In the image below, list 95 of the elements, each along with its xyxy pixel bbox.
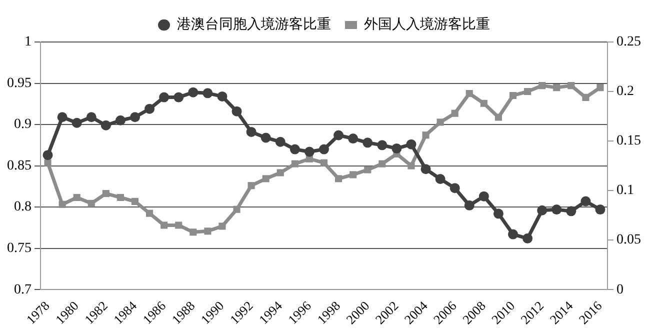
point: [566, 206, 576, 216]
point: [348, 134, 358, 144]
point: [130, 112, 140, 122]
point: [146, 210, 154, 217]
y2-tick-label: 0.2: [616, 84, 634, 100]
point: [232, 106, 242, 116]
point: [73, 194, 80, 202]
point: [275, 136, 286, 147]
point: [538, 82, 546, 90]
point: [392, 143, 402, 154]
point: [378, 160, 386, 168]
point: [350, 171, 357, 178]
point: [159, 92, 170, 102]
point: [304, 146, 314, 157]
point: [524, 88, 532, 96]
point: [478, 191, 489, 202]
point: [364, 166, 372, 174]
y2-tick-label: 0.25: [616, 34, 641, 50]
point: [464, 200, 474, 210]
point: [202, 88, 213, 98]
point: [88, 200, 95, 207]
point: [44, 159, 52, 166]
point: [568, 82, 575, 90]
point: [509, 92, 517, 100]
y2-tick-label: 0.05: [616, 232, 641, 248]
point: [58, 200, 66, 208]
point: [42, 150, 53, 160]
point: [408, 162, 415, 170]
x-tick-label: 1992: [226, 298, 256, 328]
point: [320, 159, 328, 166]
point: [144, 104, 155, 114]
point: [537, 205, 548, 216]
point: [100, 120, 111, 130]
point: [290, 144, 300, 154]
point: [262, 175, 270, 182]
point: [57, 112, 68, 122]
point: [188, 87, 198, 98]
point: [582, 94, 590, 101]
y2-tick-label: 0: [616, 282, 624, 298]
point: [435, 174, 446, 184]
x-tick-label: 1980: [52, 298, 82, 328]
point: [508, 229, 518, 240]
point: [86, 112, 96, 122]
point: [596, 84, 604, 92]
point: [204, 228, 212, 235]
point: [174, 92, 184, 102]
point: [553, 84, 560, 92]
point: [218, 222, 226, 230]
point: [102, 190, 110, 198]
point: [422, 132, 430, 139]
point: [319, 144, 329, 154]
legend-label: 港澳台同胞入境游客比重: [177, 16, 331, 33]
point: [217, 91, 228, 102]
y-tick-label: 1: [24, 34, 32, 50]
point: [175, 222, 182, 229]
point: [291, 160, 298, 168]
point: [580, 196, 591, 206]
point: [494, 114, 502, 121]
x-tick-label: 1982: [81, 298, 110, 328]
x-tick-label: 1990: [198, 298, 227, 328]
point: [362, 138, 373, 148]
point: [233, 206, 240, 213]
point: [72, 118, 82, 128]
point: [190, 228, 197, 236]
y-tick-label: 0.75: [7, 240, 32, 256]
legend-label: 外国人入境游客比重: [364, 16, 490, 33]
point: [450, 183, 460, 194]
point: [493, 208, 504, 219]
point: [522, 233, 533, 244]
point: [335, 175, 342, 182]
point: [406, 139, 416, 150]
point: [377, 140, 388, 150]
point: [552, 204, 562, 215]
point: [115, 115, 126, 126]
point: [246, 126, 256, 137]
point: [334, 130, 344, 140]
y-tick-label: 0.7: [14, 282, 32, 298]
point: [451, 110, 458, 117]
point: [160, 222, 168, 229]
point: [131, 198, 139, 205]
point: [276, 169, 284, 176]
point: [466, 90, 473, 98]
y2-tick-label: 0.15: [616, 134, 641, 149]
point: [260, 132, 271, 143]
point: [595, 204, 606, 215]
point: [436, 118, 444, 126]
point: [116, 194, 124, 202]
point: [480, 100, 488, 107]
y2-tick-label: 0.1: [616, 183, 634, 198]
y-tick-label: 0.95: [7, 76, 32, 91]
point: [420, 164, 431, 174]
y-tick-label: 0.8: [14, 200, 32, 215]
point: [248, 182, 255, 190]
y-tick-label: 0.85: [7, 158, 32, 174]
y-tick-label: 0.9: [14, 117, 32, 132]
